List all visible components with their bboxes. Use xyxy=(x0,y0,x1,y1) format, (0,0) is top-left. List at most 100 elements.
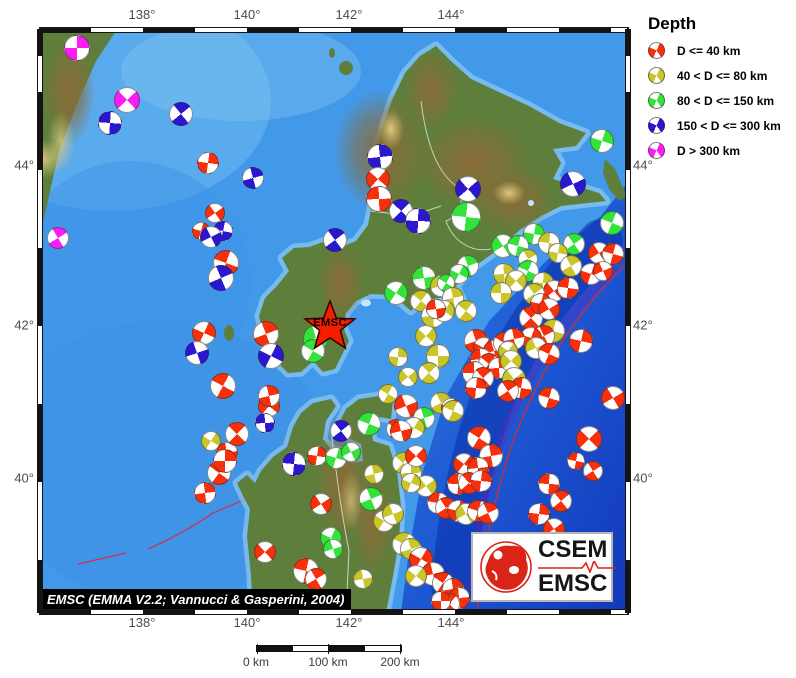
legend-item: 80 < D <= 150 km xyxy=(644,92,794,109)
focal-mechanism-marker xyxy=(330,420,352,442)
focal-mechanism-marker xyxy=(200,226,222,248)
axis-label-top: 140° xyxy=(233,7,261,22)
axis-label-left: 42° xyxy=(14,317,34,333)
map-frame-right xyxy=(625,29,631,613)
focal-mechanism-marker xyxy=(426,299,446,319)
legend-title: Depth xyxy=(648,14,697,33)
focal-mechanism-marker xyxy=(405,445,427,467)
legend-beachball-icon xyxy=(648,67,665,84)
land-kunashiri xyxy=(603,159,627,201)
logo-line-csem: CSEM xyxy=(538,536,608,563)
axis-label-bottom: 140° xyxy=(233,615,261,630)
focal-mechanism-marker xyxy=(323,228,347,252)
logo-text: CSEM EMSC xyxy=(538,536,616,596)
focal-mechanism-marker xyxy=(455,176,481,202)
focal-mechanism-marker xyxy=(593,261,613,281)
globe-icon xyxy=(480,541,532,593)
focal-mechanism-marker xyxy=(310,493,332,515)
seismogram-line xyxy=(538,561,616,573)
land-okushiri xyxy=(224,325,234,341)
focal-mechanism-marker xyxy=(600,211,624,235)
epicentre-label: EMSC xyxy=(313,317,347,329)
focal-mechanism-marker xyxy=(210,373,236,399)
axis-label-right: 44° xyxy=(633,157,653,173)
fault-line xyxy=(147,496,252,550)
axis-label-top: 138° xyxy=(128,7,156,22)
focal-mechanism-marker xyxy=(323,539,343,559)
focal-mechanism-marker xyxy=(378,384,398,404)
focal-mechanism-marker xyxy=(242,167,264,189)
focal-mechanism-marker xyxy=(367,144,393,170)
focal-mechanism-marker xyxy=(465,377,487,399)
legend-item-label: D <= 40 km xyxy=(677,43,741,58)
focal-mechanism-marker xyxy=(560,171,586,197)
map-frame-top xyxy=(39,27,629,33)
focal-mechanism-layer xyxy=(41,31,627,611)
focal-mechanism-marker xyxy=(197,152,219,174)
focal-mechanism-marker xyxy=(194,482,216,504)
focal-mechanism-marker xyxy=(398,367,418,387)
focal-mechanism-marker xyxy=(442,400,464,422)
focal-mechanism-marker xyxy=(357,412,381,436)
focal-mechanism-marker xyxy=(98,111,122,135)
focal-mechanism-marker xyxy=(401,473,421,493)
focal-mechanism-marker xyxy=(47,227,69,249)
focal-mechanism-marker xyxy=(602,243,624,265)
focal-mechanism-marker xyxy=(359,487,383,511)
scale-bar-label: 200 km xyxy=(380,655,420,669)
focal-mechanism-marker xyxy=(201,431,221,451)
focal-mechanism-marker xyxy=(490,282,512,304)
legend-beachball-icon xyxy=(648,142,665,159)
axis-label-right: 42° xyxy=(633,317,653,333)
legend-beachball-icon xyxy=(648,92,665,109)
focal-mechanism-marker xyxy=(576,426,602,452)
focal-mechanism-marker xyxy=(569,329,593,353)
focal-mechanism-marker xyxy=(254,541,276,563)
focal-mechanism-marker xyxy=(64,35,90,61)
axis-label-top: 142° xyxy=(335,7,363,22)
legend-beachball-icon xyxy=(648,42,665,59)
focal-mechanism-marker xyxy=(583,461,603,481)
scale-bar-label: 100 km xyxy=(308,655,348,669)
focal-mechanism-marker xyxy=(405,208,431,234)
scale-tick xyxy=(400,644,401,654)
focal-mechanism-marker xyxy=(415,325,437,347)
axis-label-top: 144° xyxy=(437,7,465,22)
focal-mechanism-marker xyxy=(384,281,408,305)
legend-item: D > 300 km xyxy=(644,142,794,159)
land-rishiri xyxy=(339,61,353,75)
focal-mechanism-marker xyxy=(388,347,408,367)
focal-mechanism-marker xyxy=(567,452,585,470)
focal-mechanism-marker xyxy=(477,502,499,524)
focal-mechanism-marker xyxy=(455,300,477,322)
focal-mechanism-marker xyxy=(255,413,275,433)
focal-mechanism-marker xyxy=(451,202,481,232)
focal-mechanism-marker xyxy=(497,380,519,402)
axis-label-bottom: 144° xyxy=(437,615,465,630)
focal-mechanism-marker xyxy=(364,464,384,484)
scale-bar-label: 0 km xyxy=(242,655,270,669)
focal-mechanism-marker xyxy=(301,339,325,363)
focal-mechanism-marker xyxy=(538,343,560,365)
focal-mechanism-marker xyxy=(192,321,216,345)
map-frame-left xyxy=(37,29,43,613)
legend-item-label: 150 < D <= 300 km xyxy=(677,118,781,133)
focal-mechanism-marker xyxy=(258,385,280,407)
focal-mechanism-marker xyxy=(185,341,209,365)
focal-mechanism-marker xyxy=(560,255,582,277)
focal-mechanism-marker xyxy=(208,265,234,291)
focal-mechanism-marker xyxy=(205,203,225,223)
land-rebun xyxy=(329,48,335,58)
axis-label-right: 40° xyxy=(633,470,653,486)
focal-mechanism-marker xyxy=(114,87,140,113)
depth-legend: Depth D <= 40 km 40 < D <= 80 km 80 < D <=… xyxy=(644,14,794,167)
legend-item-label: 80 < D <= 150 km xyxy=(677,93,775,108)
focal-mechanism-marker xyxy=(225,422,249,446)
scale-bar-segments xyxy=(256,644,402,654)
focal-mechanism-marker xyxy=(557,277,579,299)
axis-label-bottom: 138° xyxy=(128,615,156,630)
focal-mechanism-marker xyxy=(538,387,560,409)
focal-mechanism-marker xyxy=(282,452,306,476)
scale-bar: 0 km 100 km 200 km xyxy=(243,643,420,669)
